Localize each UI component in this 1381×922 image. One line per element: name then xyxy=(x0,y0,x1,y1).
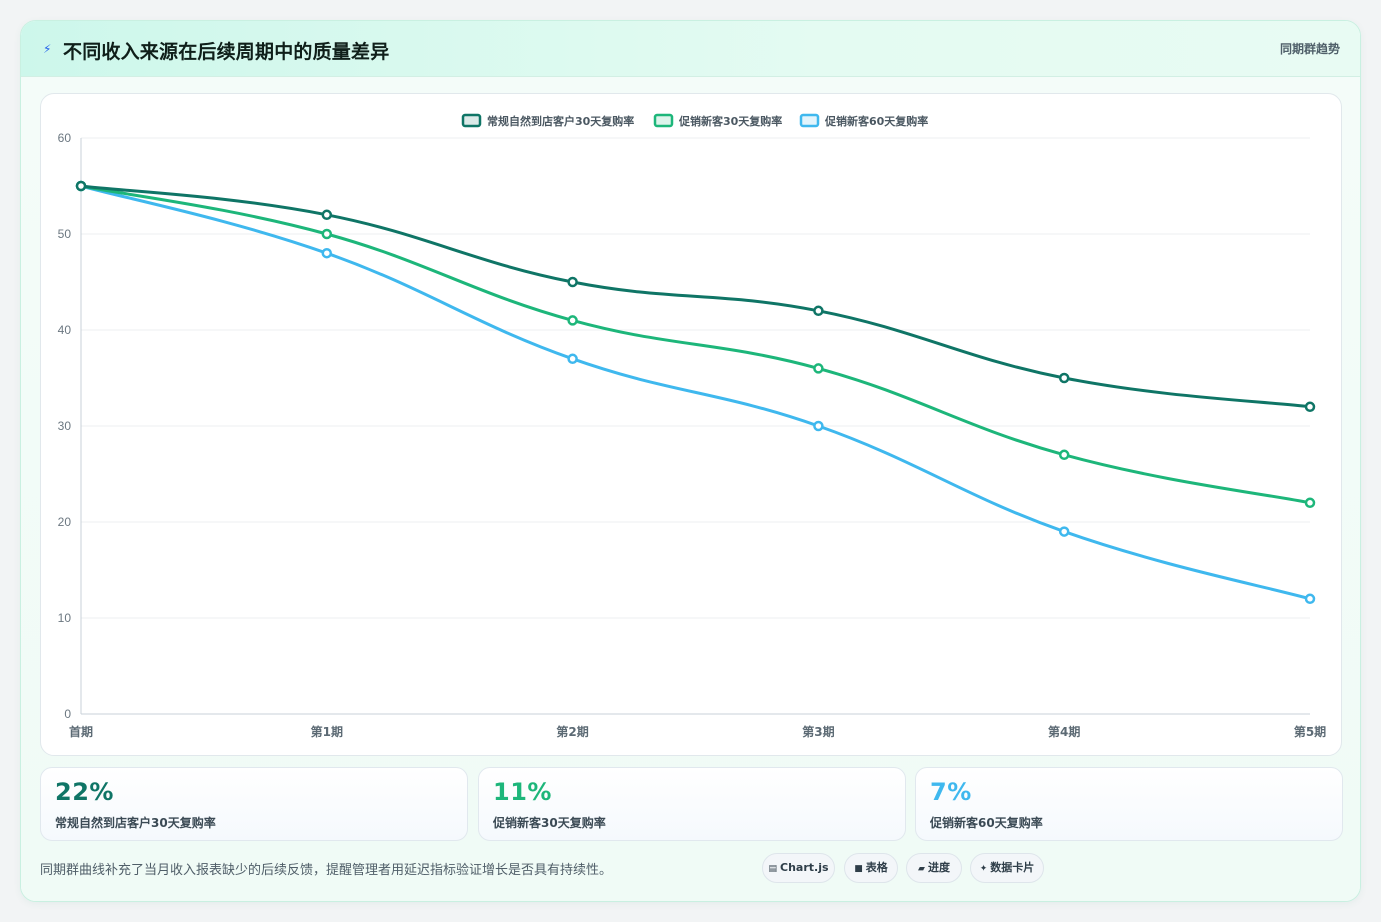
card-icon: ✦ xyxy=(979,864,988,874)
x-tick-label: 首期 xyxy=(69,724,93,739)
x-tick-label: 第5期 xyxy=(1294,724,1326,739)
kpi-card-regular-30d: 22% 常规自然到店客户30天复购率 xyxy=(40,767,468,841)
x-tick-label: 第1期 xyxy=(311,724,343,739)
pill-label: 数据卡片 xyxy=(990,861,1035,874)
data-point xyxy=(321,209,333,221)
x-tick-label: 第3期 xyxy=(802,724,834,739)
data-point xyxy=(1304,593,1316,605)
table-icon: ■ xyxy=(854,864,863,874)
card-title: 不同收入来源在后续周期中的质量差异 xyxy=(63,41,390,63)
kpi-card-promo-30d: 11% 促销新客30天复购率 xyxy=(478,767,906,841)
kpi-value: 22% xyxy=(55,778,114,806)
legend-swatch xyxy=(799,113,820,128)
legend-label: 促销新客60天复购率 xyxy=(824,114,928,128)
legend-label: 促销新客30天复购率 xyxy=(678,114,782,128)
kpi-value: 11% xyxy=(493,778,552,806)
legend-swatch xyxy=(461,113,482,128)
legend-label: 常规自然到店客户30天复购率 xyxy=(487,114,634,128)
data-point xyxy=(567,353,578,365)
data-point xyxy=(813,305,824,317)
kpi-label: 促销新客30天复购率 xyxy=(493,816,606,830)
card-body: 0 10 20 30 40 50 60 首期 第1期 第2期 第3期 第4期 第5期 常规自然到店客户30… xyxy=(21,77,1360,901)
pill-label: 进度 xyxy=(927,861,950,874)
footnote: 同期群曲线补充了当月收入报表缺少的后续反馈，提醒管理者用延迟指标验证增长是否具有… xyxy=(40,863,613,878)
kpi-card-promo-60d: 7% 促销新客60天复购率 xyxy=(915,767,1343,841)
series-line xyxy=(79,184,1312,409)
data-point xyxy=(1058,372,1070,384)
kpi-label: 常规自然到店客户30天复购率 xyxy=(55,816,216,830)
cohort-trend-tag: 同期群趋势 xyxy=(1279,42,1340,56)
y-tick-label: 20 xyxy=(58,515,72,529)
pill-data-card[interactable]: ✦ 数据卡片 xyxy=(970,853,1044,883)
y-tick-label: 0 xyxy=(64,707,71,721)
data-point xyxy=(1058,526,1070,537)
data-point xyxy=(321,228,333,240)
progress-icon: ▰ xyxy=(918,864,925,874)
kpi-value: 7% xyxy=(930,778,972,806)
data-point xyxy=(1058,449,1070,461)
chart-panel: 0 10 20 30 40 50 60 首期 第1期 第2期 第3期 第4期 第5期 常规自然到店客户30… xyxy=(40,93,1342,756)
line-chart: 0 10 20 30 40 50 60 首期 第1期 第2期 第3期 第4期 第5期 常规自然到店客户30… xyxy=(58,113,1326,739)
chart-icon: ▤ xyxy=(768,864,777,874)
data-point xyxy=(75,180,87,192)
y-tick-label: 30 xyxy=(58,419,72,433)
series-line xyxy=(79,184,1312,601)
report-card: ⚡ 不同收入来源在后续周期中的质量差异 同期群趋势 0 10 20 30 40 50 60 首… xyxy=(20,20,1361,902)
data-point xyxy=(813,420,824,432)
data-point xyxy=(567,276,578,288)
data-point xyxy=(1304,497,1316,509)
series-line xyxy=(79,184,1312,505)
pill-chartjs[interactable]: ▤ Chart.js xyxy=(762,853,835,883)
pill-label: 表格 xyxy=(865,861,888,874)
y-tick-label: 40 xyxy=(58,323,72,337)
x-tick-label: 第4期 xyxy=(1048,724,1080,739)
y-tick-label: 50 xyxy=(58,227,72,241)
kpi-label: 促销新客60天复购率 xyxy=(930,816,1043,830)
data-point xyxy=(1304,401,1316,413)
bolt-icon: ⚡ xyxy=(43,42,52,56)
x-tick-label: 第2期 xyxy=(556,724,588,739)
legend-swatch xyxy=(653,113,674,128)
data-point xyxy=(567,315,578,326)
y-tick-label: 10 xyxy=(58,611,72,625)
data-point xyxy=(813,363,824,374)
pill-progress[interactable]: ▰ 进度 xyxy=(906,853,962,883)
data-point xyxy=(321,247,333,259)
pill-label: Chart.js xyxy=(780,861,829,874)
card-header: ⚡ 不同收入来源在后续周期中的质量差异 同期群趋势 xyxy=(21,21,1360,77)
pill-table[interactable]: ■ 表格 xyxy=(844,853,898,883)
y-tick-label: 60 xyxy=(58,131,72,145)
